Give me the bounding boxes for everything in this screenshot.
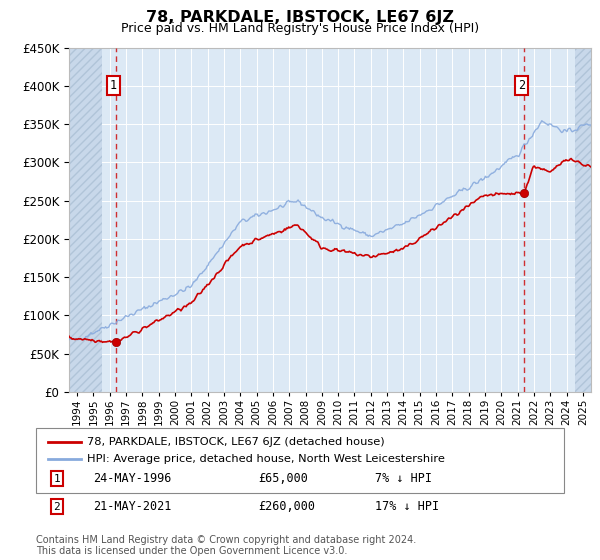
Text: Contains HM Land Registry data © Crown copyright and database right 2024.
This d: Contains HM Land Registry data © Crown c…	[36, 535, 416, 557]
Text: Price paid vs. HM Land Registry's House Price Index (HPI): Price paid vs. HM Land Registry's House …	[121, 22, 479, 35]
Text: 2: 2	[518, 80, 525, 92]
Text: £260,000: £260,000	[258, 500, 315, 514]
Text: 17% ↓ HPI: 17% ↓ HPI	[375, 500, 439, 514]
Text: 2: 2	[53, 502, 61, 512]
Text: 1: 1	[110, 80, 117, 92]
Text: £65,000: £65,000	[258, 472, 308, 486]
Bar	[69, 48, 101, 392]
Bar	[575, 48, 591, 392]
Text: HPI: Average price, detached house, North West Leicestershire: HPI: Average price, detached house, Nort…	[87, 454, 445, 464]
Text: 78, PARKDALE, IBSTOCK, LE67 6JZ (detached house): 78, PARKDALE, IBSTOCK, LE67 6JZ (detache…	[87, 437, 385, 447]
Text: 78, PARKDALE, IBSTOCK, LE67 6JZ: 78, PARKDALE, IBSTOCK, LE67 6JZ	[146, 10, 454, 25]
Text: 24-MAY-1996: 24-MAY-1996	[93, 472, 172, 486]
Text: 1: 1	[53, 474, 61, 484]
Text: 7% ↓ HPI: 7% ↓ HPI	[375, 472, 432, 486]
Text: 21-MAY-2021: 21-MAY-2021	[93, 500, 172, 514]
